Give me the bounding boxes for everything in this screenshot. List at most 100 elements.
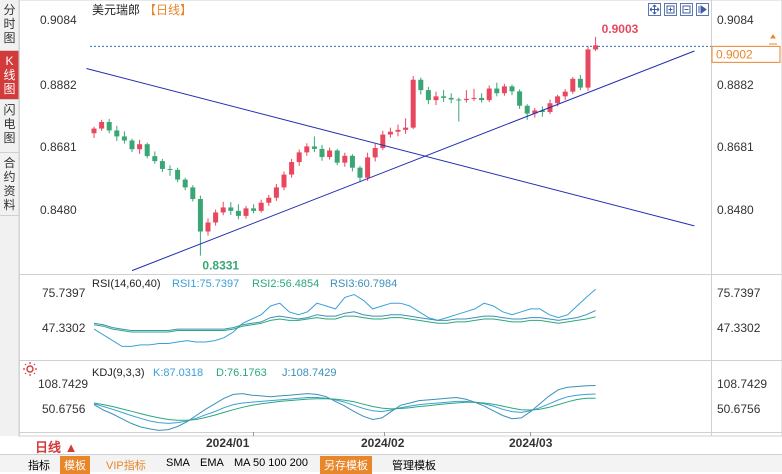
candle-body bbox=[593, 45, 599, 50]
candle-body bbox=[486, 88, 492, 101]
candle-body bbox=[213, 212, 219, 223]
rsi2-value: RSI2:56.4854 bbox=[252, 278, 319, 290]
candle-body bbox=[220, 207, 226, 213]
time-label: 2024/03 bbox=[509, 436, 553, 450]
price-tick-right: 0.8681 bbox=[717, 140, 754, 154]
candle-body bbox=[251, 208, 257, 211]
zoom-out-icon[interactable] bbox=[680, 3, 693, 16]
candle-body bbox=[524, 105, 530, 114]
ma-preset-button[interactable]: MA 50 100 200 bbox=[234, 457, 309, 469]
zoom-in-icon[interactable] bbox=[664, 3, 677, 16]
candle-body bbox=[441, 96, 447, 98]
candle-body bbox=[418, 79, 424, 91]
rsi-tick-right: 47.3302 bbox=[717, 321, 761, 335]
d-line bbox=[93, 397, 596, 421]
candle-body bbox=[517, 91, 523, 106]
candle-body bbox=[387, 131, 393, 135]
candle-body bbox=[539, 110, 545, 112]
price-tick-right: 0.8882 bbox=[717, 78, 754, 92]
candle-body bbox=[205, 222, 211, 232]
candle-body bbox=[365, 157, 371, 178]
rsi1-value: RSI1:75.7397 bbox=[172, 278, 239, 290]
tab-time-sharing[interactable]: 分时图 bbox=[3, 3, 16, 45]
candle-body bbox=[471, 97, 477, 99]
kdj-tick-left: 108.7429 bbox=[38, 377, 88, 391]
rsi-title: RSI(14,60,40) bbox=[92, 278, 160, 290]
candle-body bbox=[304, 146, 310, 153]
price-tick-right: 0.9084 bbox=[717, 13, 754, 27]
candle-body bbox=[167, 168, 173, 170]
candle-body bbox=[106, 122, 112, 131]
candle-body bbox=[448, 97, 454, 100]
ema-button[interactable]: EMA bbox=[200, 457, 224, 469]
candle-body bbox=[296, 152, 302, 163]
view-tab-bar: 分时图 K线图 闪电图 合约资料 bbox=[0, 0, 20, 436]
template-button[interactable]: 模板 bbox=[60, 456, 90, 474]
candle-body bbox=[182, 179, 188, 188]
rsi1-line bbox=[93, 288, 596, 347]
candle-body bbox=[349, 155, 355, 168]
tab-flash-chart[interactable]: 闪电图 bbox=[3, 103, 16, 145]
candle-body bbox=[137, 144, 143, 150]
candle-body bbox=[562, 91, 568, 97]
candle-body bbox=[501, 86, 507, 94]
rsi-tick-right: 75.7397 bbox=[717, 286, 761, 300]
candle-body bbox=[266, 197, 272, 203]
candle-body bbox=[319, 148, 325, 158]
manage-template-button[interactable]: 管理模板 bbox=[392, 460, 436, 472]
kdj-lines-layer bbox=[93, 385, 596, 431]
symbol-title: 美元瑞郎 bbox=[92, 3, 140, 17]
sma-button[interactable]: SMA bbox=[166, 457, 190, 469]
candle-body bbox=[258, 202, 264, 211]
candle-body bbox=[144, 144, 150, 157]
candle-body bbox=[311, 146, 317, 149]
candle-body bbox=[372, 147, 378, 158]
candle-body bbox=[114, 130, 120, 137]
candlestick-chart[interactable]: 美元瑞郎 【日线】 0.9084 0.8882 0.8681 0.8480 0.… bbox=[0, 0, 782, 454]
trendline bbox=[86, 68, 695, 227]
price-tick-right: 0.8480 bbox=[717, 203, 754, 217]
trendlines-layer bbox=[86, 50, 695, 272]
candle-body bbox=[175, 169, 181, 180]
candles-layer bbox=[91, 36, 599, 256]
rsi-tick-left: 47.3302 bbox=[42, 321, 86, 335]
candle-body bbox=[190, 187, 196, 199]
kdj-j-value: J:108.7429 bbox=[282, 367, 336, 379]
candle-body bbox=[235, 210, 241, 216]
rsi-lines-layer bbox=[93, 288, 596, 347]
next-icon[interactable] bbox=[696, 3, 709, 16]
vip-indicator-button[interactable]: VIP指标 bbox=[106, 460, 146, 472]
candle-body bbox=[281, 174, 287, 188]
move-icon[interactable] bbox=[648, 3, 661, 16]
candle-body bbox=[243, 208, 249, 216]
rsi3-line bbox=[93, 310, 596, 331]
kdj-k-value: K:87.0318 bbox=[153, 367, 203, 379]
settings-icon[interactable] bbox=[23, 362, 37, 376]
candle-body bbox=[228, 207, 234, 211]
rsi3-value: RSI3:60.7984 bbox=[330, 278, 397, 290]
indicator-button[interactable]: 指标 bbox=[28, 460, 50, 472]
period-selector[interactable]: 日线 ▲ bbox=[35, 440, 78, 455]
rsi2-line bbox=[93, 315, 596, 333]
time-label: 2024/02 bbox=[361, 436, 405, 450]
price-alert-icon[interactable] bbox=[769, 34, 777, 45]
current-price-box bbox=[711, 45, 781, 63]
candle-body bbox=[197, 198, 203, 232]
period-tag: 【日线】 bbox=[144, 3, 192, 17]
tab-kline[interactable]: K线图 bbox=[0, 51, 19, 99]
candle-body bbox=[99, 122, 105, 129]
candle-body bbox=[456, 99, 462, 101]
tab-contract-info[interactable]: 合约资料 bbox=[3, 156, 16, 212]
kdj-tick-right: 108.7429 bbox=[717, 377, 767, 391]
candle-body bbox=[403, 127, 409, 130]
candle-body bbox=[159, 161, 165, 169]
candle-body bbox=[289, 162, 295, 175]
save-template-button[interactable]: 另存模板 bbox=[320, 456, 372, 474]
candle-body bbox=[334, 150, 340, 163]
candle-body bbox=[585, 49, 591, 88]
candle-body bbox=[152, 156, 158, 162]
kdj-d-value: D:76.1763 bbox=[216, 367, 267, 379]
candle-body bbox=[121, 136, 127, 141]
candle-body bbox=[342, 155, 348, 163]
candle-body bbox=[577, 78, 583, 88]
